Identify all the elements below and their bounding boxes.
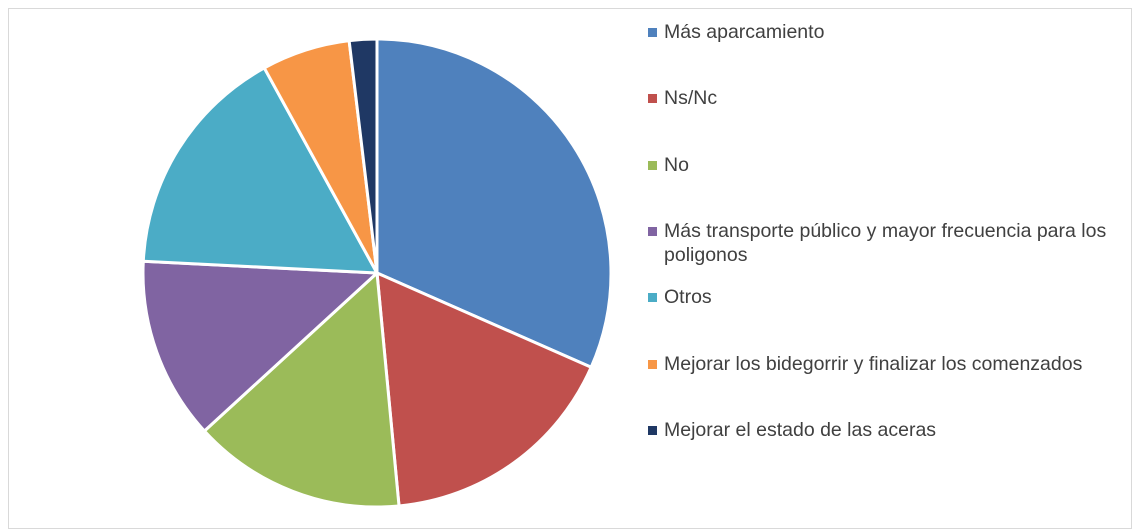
legend-item: Más transporte público y mayor frecuenci…	[648, 219, 1128, 267]
legend-item: No	[648, 153, 1128, 177]
legend-label: Mejorar los bidegorrir y finalizar los c…	[664, 352, 1083, 375]
pie-slice	[202, 271, 401, 509]
pie-slice	[141, 259, 379, 433]
legend-swatch	[648, 425, 657, 435]
legend-label: Más transporte público y mayor frecuenci…	[664, 219, 1107, 266]
legend-label: Mejorar el estado de las aceras	[664, 418, 937, 441]
legend-label: Más aparcamiento	[664, 21, 825, 43]
legend-swatch	[648, 160, 657, 170]
legend-label: Ns/Nc	[664, 87, 718, 110]
legend-label: No	[664, 153, 689, 176]
legend-item: Otros	[648, 285, 1128, 309]
legend-item: Mejorar el estado de las aceras	[648, 418, 1128, 442]
legend-item: Mejorar los bidegorrir y finalizar los c…	[648, 352, 1128, 376]
legend-item: Más aparcamiento	[648, 20, 1128, 44]
legend-swatch	[648, 226, 657, 236]
legend-swatch	[648, 28, 657, 37]
legend-item: Ns/Nc	[648, 86, 1128, 110]
legend-swatch	[648, 94, 657, 104]
pie-slice	[347, 37, 379, 275]
pie-slice	[375, 271, 593, 508]
pie-slice	[141, 66, 379, 275]
legend-swatch	[648, 359, 657, 369]
legend-label: Otros	[664, 286, 712, 309]
pie-slice	[375, 37, 613, 369]
legend-swatch	[648, 293, 657, 303]
chart-frame	[8, 8, 1132, 529]
